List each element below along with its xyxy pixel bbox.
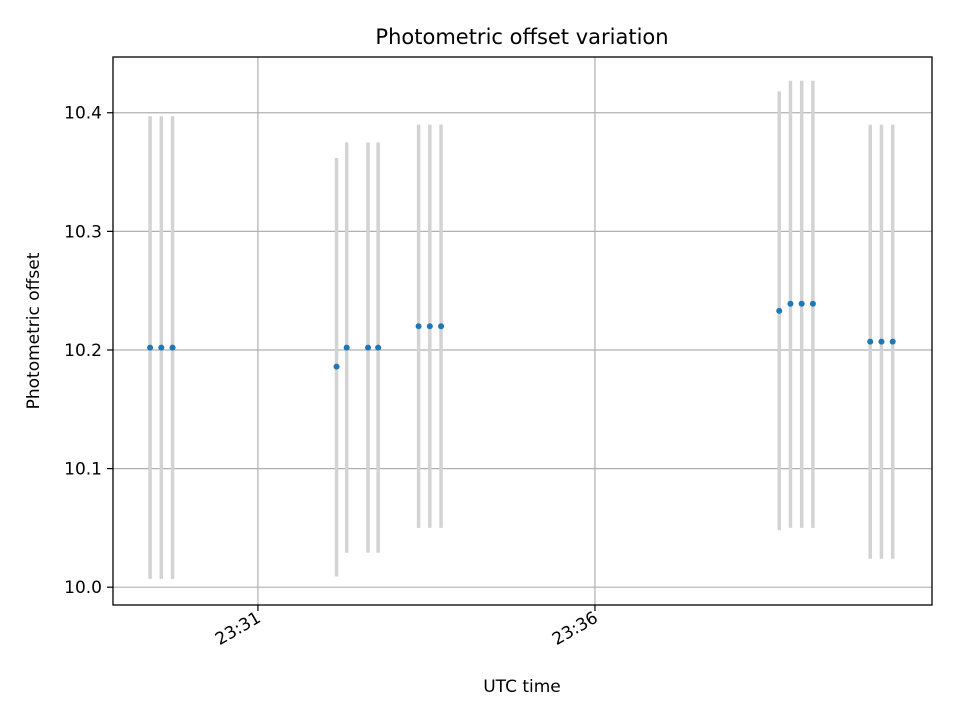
data-point bbox=[158, 344, 165, 351]
data-point bbox=[438, 323, 445, 330]
chart-title: Photometric offset variation bbox=[375, 25, 668, 49]
data-point bbox=[798, 300, 805, 307]
y-tick-label: 10.0 bbox=[64, 578, 102, 598]
y-tick-label: 10.1 bbox=[64, 460, 102, 480]
y-tick-label: 10.3 bbox=[64, 222, 102, 242]
y-tick-label: 10.2 bbox=[64, 341, 102, 361]
data-point bbox=[375, 344, 382, 351]
data-point bbox=[147, 344, 154, 351]
data-point bbox=[787, 300, 794, 307]
y-tick-label: 10.4 bbox=[64, 104, 102, 124]
data-point bbox=[867, 338, 874, 345]
data-point bbox=[343, 344, 350, 351]
data-point bbox=[333, 363, 340, 370]
data-point bbox=[169, 344, 176, 351]
data-point bbox=[809, 300, 816, 307]
data-point bbox=[776, 307, 783, 314]
plot-frame bbox=[112, 56, 933, 606]
y-axis-label: Photometric offset bbox=[24, 252, 44, 409]
y-axis-ticks: 10.0 10.1 10.2 10.3 10.4 bbox=[64, 104, 113, 598]
data-points bbox=[147, 300, 896, 370]
grid-lines bbox=[113, 57, 932, 605]
data-point bbox=[426, 323, 433, 330]
data-point bbox=[889, 338, 896, 345]
data-point bbox=[365, 344, 372, 351]
data-point bbox=[415, 323, 422, 330]
data-point bbox=[878, 338, 885, 345]
x-axis-label: UTC time bbox=[483, 677, 561, 697]
